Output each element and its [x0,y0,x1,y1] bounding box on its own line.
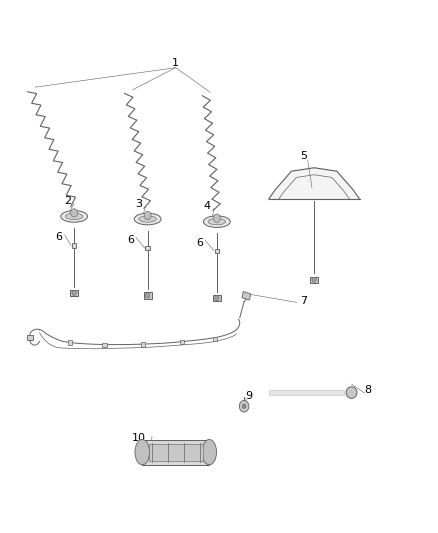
Ellipse shape [208,219,226,225]
Text: 6: 6 [127,235,134,245]
Text: 6: 6 [196,238,203,248]
Bar [67,341,72,344]
Text: 1: 1 [172,59,179,68]
Bar [310,277,318,283]
Bar [144,292,152,298]
Ellipse shape [61,211,88,222]
Bar [149,443,203,461]
Ellipse shape [203,216,230,228]
Circle shape [215,295,219,301]
Text: 5: 5 [300,151,307,161]
Text: 3: 3 [135,199,142,209]
Circle shape [145,293,150,298]
Text: 6: 6 [56,232,63,243]
Bar [215,248,219,253]
Ellipse shape [202,440,216,465]
Circle shape [213,214,220,222]
Bar [142,440,209,465]
Bar [27,335,33,341]
Bar [213,295,221,301]
Circle shape [144,211,151,220]
Polygon shape [269,168,360,199]
Bar [180,340,184,344]
Bar [141,342,145,346]
Bar [102,343,106,347]
Circle shape [242,404,246,408]
Bar [72,243,76,247]
Bar [242,292,251,300]
Text: 9: 9 [246,391,253,401]
Circle shape [71,209,78,217]
Circle shape [72,290,76,295]
Ellipse shape [134,213,161,225]
Bar [212,337,217,341]
Ellipse shape [65,213,83,220]
Text: 2: 2 [64,196,71,206]
Circle shape [239,400,249,412]
Ellipse shape [346,387,357,398]
Text: 7: 7 [300,296,307,306]
Bar [70,290,78,296]
Text: 8: 8 [364,385,372,395]
Text: 10: 10 [132,433,146,443]
Ellipse shape [139,216,156,222]
Polygon shape [269,391,344,394]
Bar [145,246,150,250]
Circle shape [312,277,316,282]
Ellipse shape [135,440,149,465]
Text: 4: 4 [204,201,211,211]
